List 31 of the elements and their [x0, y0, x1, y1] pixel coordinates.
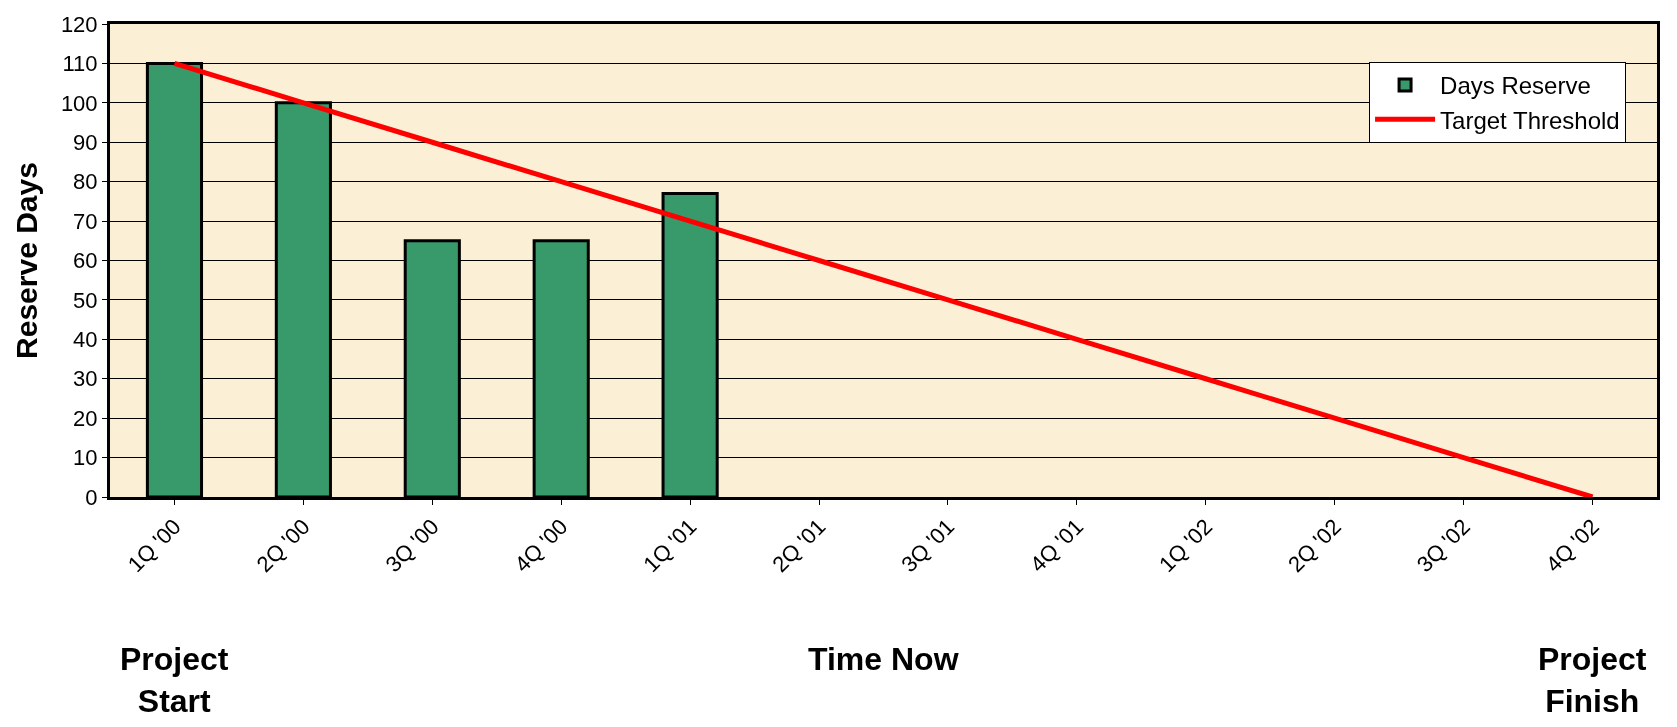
- y-tick-label: 20: [73, 405, 98, 431]
- y-tick-label: 110: [62, 51, 98, 77]
- text: Time Now: [808, 641, 959, 677]
- x-tick-label: 2Q '00: [251, 514, 315, 578]
- y-tick-label: 80: [73, 169, 98, 195]
- y-tick-label: 30: [73, 366, 98, 392]
- x-tick-label: 3Q '01: [896, 514, 960, 578]
- x-tick-label: 4Q '02: [1540, 514, 1604, 578]
- text: Project Finish: [1538, 641, 1647, 719]
- x-tick-label: 4Q '00: [509, 514, 573, 578]
- y-tick-label: 10: [73, 445, 98, 471]
- y-tick-label: 0: [85, 484, 98, 510]
- x-tick-label: 3Q '00: [380, 514, 444, 578]
- x-tick-label: 2Q '02: [1282, 514, 1347, 578]
- y-tick-label: 60: [73, 248, 98, 274]
- y-tick-label: 40: [73, 327, 98, 353]
- x-tick-label: 1Q '02: [1154, 514, 1218, 578]
- y-tick-label: 90: [73, 129, 98, 155]
- legend-label: Target Threshold: [1440, 106, 1620, 134]
- y-tick-label: 70: [73, 208, 98, 234]
- x-tick-label: 1Q '01: [638, 514, 702, 578]
- y-tick-label: 100: [60, 90, 98, 116]
- y-tick-label: 50: [73, 287, 98, 313]
- y-axis-title: Reserve Days: [9, 162, 43, 359]
- legend-label: Days Reserve: [1440, 72, 1591, 100]
- x-tick-label: 3Q '02: [1411, 514, 1475, 578]
- x-tick-label: 1Q '00: [122, 514, 186, 578]
- x-tick-label: 2Q '01: [767, 514, 831, 578]
- y-tick-label: 120: [60, 11, 98, 37]
- text: Project Start: [120, 641, 229, 719]
- x-tick-label: 4Q '01: [1025, 514, 1089, 578]
